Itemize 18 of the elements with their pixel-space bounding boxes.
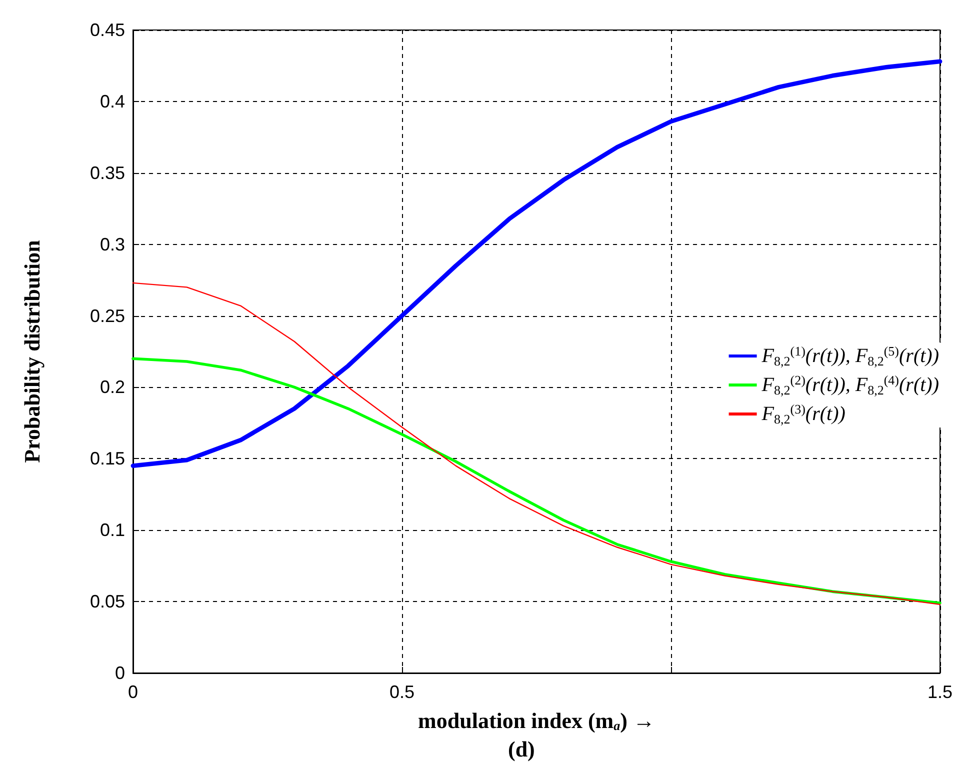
y-axis-title: Probability distribution [20, 240, 44, 463]
y-tick-label: 0.45 [90, 20, 125, 40]
y-tick-label: 0.05 [90, 592, 125, 612]
y-tick-label: 0.1 [100, 520, 125, 540]
y-tick-label: 0.25 [90, 306, 125, 326]
y-tick-label: 0.3 [100, 234, 125, 254]
line-series [132, 282, 941, 606]
text: (d) [508, 736, 535, 762]
x-tick-label: 0 [128, 682, 138, 702]
x-axis-title: modulation index (ma) → [418, 708, 655, 733]
x-tick-label: 1.5 [927, 682, 953, 702]
line-series [130, 59, 942, 468]
y-tick-label: 0.4 [100, 91, 125, 112]
y-tick-label: 0.2 [100, 377, 125, 398]
y-tick-label: 0 [114, 663, 125, 683]
x-tick-label: 0.5 [389, 682, 415, 702]
y-tick-label: 0.15 [90, 448, 125, 469]
y-tick-label: 0.35 [90, 162, 125, 183]
